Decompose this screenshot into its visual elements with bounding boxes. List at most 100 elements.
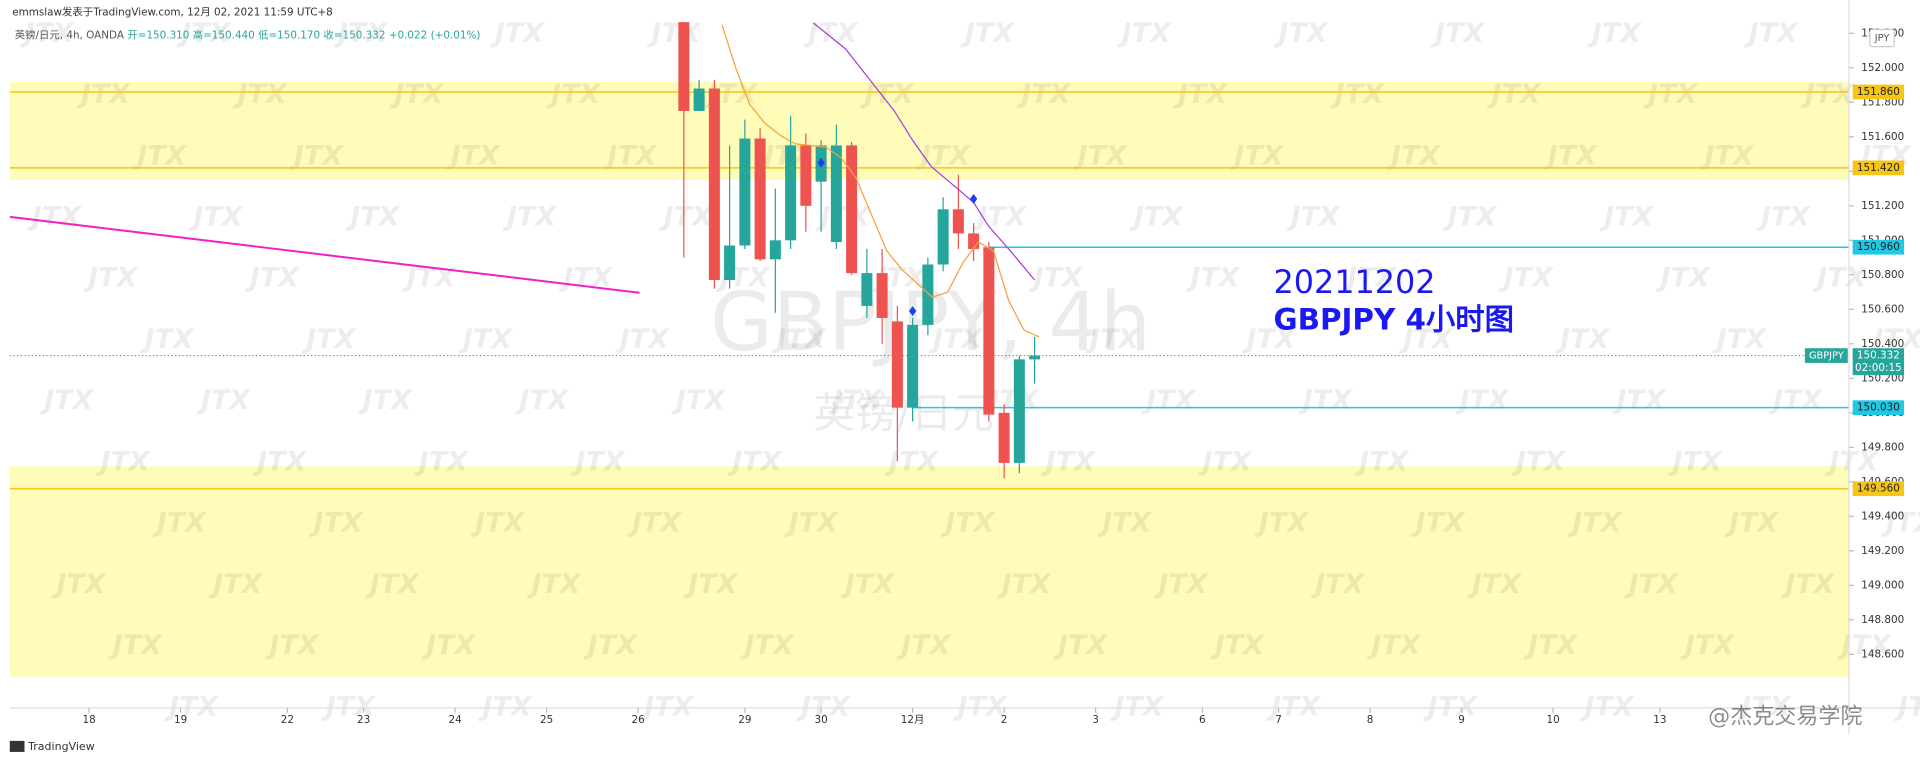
brand-watermark: JTX [1587,18,1642,49]
y-tick-label: 150.800 [1861,269,1904,281]
brand-watermark: JTX [1141,385,1196,416]
brand-watermark: JTX [365,569,420,600]
y-tick-label: 150.200 [1861,372,1904,384]
y-tick-label: 148.800 [1861,614,1904,626]
y-tick-label: 149.800 [1861,441,1904,453]
brand-watermark: JTX [1567,508,1622,539]
brand-watermark: JTX [1467,569,1522,600]
candle-body [800,145,812,206]
x-tick-label: 10 [1547,714,1560,726]
candle-body [739,138,751,246]
brand-watermark: JTX [972,202,1027,233]
brand-watermark: JTX [916,140,971,171]
brand-watermark: JTX [321,691,376,722]
brand-watermark: JTX [188,202,243,233]
brand-watermark: JTX [164,691,219,722]
brand-watermark: JTX [345,202,400,233]
brand-watermark: JTX [196,385,251,416]
brand-watermark: JTX [421,630,476,661]
brand-watermark: JTX [1824,446,1879,477]
candle-body [907,324,919,408]
candle-body [968,233,980,249]
brand-watermark: JTX [1386,140,1441,171]
brand-watermark: JTX [1442,202,1497,233]
ma-line [9,215,640,294]
brand-watermark: JTX [1273,18,1328,49]
y-tick-label: 150.600 [1861,303,1904,315]
level-label-bg [1852,239,1905,255]
brand-watermark: JTX [627,508,682,539]
candle-body [678,22,690,111]
brand-watermark: JTX [840,569,895,600]
brand-watermark: JTX [357,385,412,416]
brand-watermark: JTX [108,630,163,661]
candle-body [876,273,888,318]
brand-watermark: JTX [1499,263,1554,294]
brand-watermark: JTX [1366,630,1421,661]
x-tick-label: 29 [738,714,751,726]
brand-watermark: JTX [51,569,106,600]
brand-watermark: JTX [1286,202,1341,233]
header-quote: 开=150.310 高=150.440 低=150.170 收=150.332 … [127,29,480,42]
x-tick-label: 18 [82,714,95,726]
x-tick-label: 8 [1367,714,1374,726]
brand-watermark: JTX [1242,324,1297,355]
brand-watermark: JTX [771,324,826,355]
author-watermark: @杰克交易学院 [1708,705,1862,730]
x-tick-label: 3 [1092,714,1099,726]
brand-watermark: JTX [602,140,657,171]
candle-body [830,145,842,243]
y-tick-label: 151.200 [1861,200,1904,212]
candle-body [785,145,797,241]
brand-watermark: JTX [1041,446,1096,477]
brand-watermark: JTX [95,446,150,477]
brand-watermark: JTX [1266,691,1321,722]
candle-body [1013,359,1025,463]
zone [9,466,1849,677]
currency-box [1869,28,1895,48]
candle-body [998,412,1010,463]
brand-watermark: JTX [1185,263,1240,294]
brand-watermark: JTX [1780,569,1835,600]
y-tick-label: 151.800 [1861,96,1904,108]
last-symbol-bg [1804,348,1848,363]
brand-watermark: JTX [1655,263,1710,294]
candle-body [1029,355,1041,360]
brand-watermark: JTX [1736,691,1791,722]
brand-watermark: JTX [1800,79,1855,110]
brand-watermark: JTX [1354,446,1409,477]
brand-watermark: JTX [1680,630,1735,661]
brand-watermark: JTX [1893,691,1920,722]
y-tick-label: 151.600 [1861,131,1904,143]
brand-watermark: JTX [208,569,263,600]
level-label-bg [1852,84,1905,100]
brand-watermark: JTX [477,691,532,722]
brand-watermark: JTX [896,630,951,661]
brand-watermark: JTX [796,691,851,722]
brand-watermark: JTX [139,324,194,355]
brand-watermark: JTX [953,691,1008,722]
brand-watermark: JTX [659,202,714,233]
brand-watermark: JTX [1430,18,1485,49]
brand-watermark: JTX [176,18,231,49]
level-label: 150.960 [1857,241,1900,253]
brand-watermark: JTX [727,446,782,477]
y-tick-label: 150.400 [1861,338,1904,350]
marker [908,306,917,316]
candle-body [693,88,705,111]
brand-watermark: JTX [1298,385,1353,416]
brand-watermark: JTX [1812,263,1867,294]
last-price-bg [1852,348,1905,376]
y-tick-label: 152.000 [1861,62,1904,74]
brand-watermark: JTX [1028,263,1083,294]
brand-watermark: JTX [940,508,995,539]
brand-watermark: JTX [884,446,939,477]
brand-watermark: JTX [39,385,94,416]
candle-body [891,321,903,408]
currency: JPY [1874,33,1890,44]
brand-watermark: JTX [1511,446,1566,477]
candle-body [861,273,873,306]
brand-watermark: JTX [414,446,469,477]
brand-watermark: JTX [803,18,858,49]
